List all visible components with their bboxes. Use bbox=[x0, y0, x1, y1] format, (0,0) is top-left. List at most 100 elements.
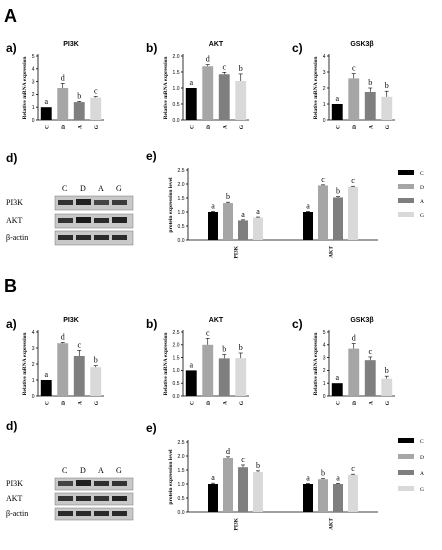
blot-lane-label: G bbox=[116, 466, 122, 475]
x-tick-label: A bbox=[222, 401, 228, 405]
y-tick-label: 3 bbox=[323, 70, 326, 76]
bar bbox=[318, 479, 328, 512]
bar bbox=[235, 80, 247, 120]
bar bbox=[202, 344, 214, 396]
bar bbox=[331, 383, 343, 396]
chart-title: AKT bbox=[209, 41, 224, 48]
blot-band bbox=[58, 496, 73, 501]
x-tick-label: D bbox=[352, 125, 358, 129]
x-tick-label: AKT bbox=[329, 246, 335, 258]
chart-a-akt-mrna: 0.0 0.5 1.0 1.5 2.0 Relative mRNA expression A… bbox=[163, 41, 249, 129]
significance-letter: b bbox=[368, 78, 372, 87]
x-tick-label: D bbox=[61, 125, 67, 129]
x-tick-label: PI3K bbox=[234, 517, 240, 530]
x-tick-label: C bbox=[335, 401, 341, 405]
legend-label: D bbox=[420, 185, 424, 191]
significance-letter: a bbox=[189, 360, 193, 369]
x-tick-label: A bbox=[368, 401, 374, 405]
bar bbox=[90, 97, 102, 120]
y-tick-label: 2.5 bbox=[178, 168, 185, 174]
y-tick-label: 1 bbox=[32, 105, 35, 111]
blot-band bbox=[76, 235, 91, 240]
blot-lane-label: D bbox=[80, 466, 86, 475]
y-tick-label: 4 bbox=[32, 330, 35, 336]
y-tick-label: 0.0 bbox=[173, 118, 180, 124]
blot-protein-label: AKT bbox=[6, 494, 23, 503]
legend-swatch bbox=[398, 170, 414, 175]
y-tick-label: 4 bbox=[323, 343, 326, 349]
panel-label-a-c: c) bbox=[292, 41, 303, 55]
legend-label: G bbox=[420, 487, 424, 493]
x-tick-label: D bbox=[61, 401, 67, 405]
significance-letter: a bbox=[241, 210, 245, 219]
blot-band bbox=[94, 496, 109, 501]
significance-letter: b bbox=[239, 343, 243, 352]
legend-label: C bbox=[420, 439, 424, 445]
significance-letter: b bbox=[94, 356, 98, 365]
y-tick-label: 1.5 bbox=[173, 355, 180, 361]
y-tick-label: 1 bbox=[32, 378, 35, 384]
y-tick-label: 1.5 bbox=[178, 196, 185, 202]
bar bbox=[235, 358, 247, 396]
x-tick-label: G bbox=[239, 400, 245, 405]
bar bbox=[40, 380, 52, 396]
blot-band bbox=[112, 496, 127, 501]
y-tick-label: 2.0 bbox=[173, 343, 180, 349]
bar bbox=[185, 370, 197, 396]
y-tick-label: 3 bbox=[32, 346, 35, 352]
y-axis-label: Relative mRNA expression bbox=[313, 333, 319, 396]
y-tick-label: 0.5 bbox=[173, 102, 180, 108]
significance-letter: a bbox=[44, 97, 48, 106]
x-tick-label: C bbox=[189, 401, 195, 405]
panel-label-a-e: e) bbox=[146, 149, 157, 163]
y-tick-label: 2 bbox=[323, 368, 326, 374]
y-tick-label: 0 bbox=[323, 118, 326, 124]
bar bbox=[40, 107, 52, 120]
blot-band bbox=[76, 480, 91, 486]
y-tick-label: 3 bbox=[323, 355, 326, 361]
significance-letter: c bbox=[368, 347, 372, 356]
chart-title: GSK3β bbox=[350, 41, 374, 48]
significance-letter: d bbox=[206, 55, 210, 64]
bar bbox=[73, 356, 85, 396]
blot-band bbox=[76, 217, 91, 223]
significance-letter: c bbox=[321, 175, 325, 184]
significance-letter: a bbox=[211, 473, 215, 482]
bar bbox=[238, 467, 248, 512]
bar bbox=[202, 66, 214, 120]
x-tick-label: G bbox=[385, 400, 391, 405]
blot-lane-label: G bbox=[116, 184, 122, 193]
y-tick-label: 0.0 bbox=[178, 510, 185, 516]
significance-letter: b bbox=[385, 81, 389, 90]
x-tick-label: C bbox=[335, 125, 341, 129]
panel-label-b-d: d) bbox=[6, 419, 17, 433]
western-blot-b: C D A G PI3K AKT β-actin bbox=[6, 466, 134, 521]
y-tick-label: 2.5 bbox=[173, 330, 180, 336]
bar bbox=[218, 74, 230, 120]
bar bbox=[223, 203, 233, 240]
significance-letter: c bbox=[351, 176, 355, 185]
legend-swatch bbox=[398, 212, 414, 217]
y-tick-label: 0.0 bbox=[178, 238, 185, 244]
significance-letter: a bbox=[256, 207, 260, 216]
chart-a-protein: 0.0 0.5 1.0 1.5 2.0 2.5 protein expression lev… bbox=[168, 168, 378, 259]
bar bbox=[333, 484, 343, 512]
significance-letter: b bbox=[385, 366, 389, 375]
x-tick-label: G bbox=[94, 124, 100, 129]
significance-letter: b bbox=[256, 461, 260, 470]
bar bbox=[208, 484, 218, 512]
panel-label-b-e: e) bbox=[146, 421, 157, 435]
blot-band bbox=[76, 199, 91, 205]
blot-lane-label: A bbox=[98, 184, 104, 193]
significance-letter: a bbox=[306, 473, 310, 482]
y-tick-label: 2.0 bbox=[173, 54, 180, 60]
bar bbox=[208, 212, 218, 240]
significance-letter: d bbox=[61, 74, 65, 83]
significance-letter: b bbox=[321, 469, 325, 478]
y-tick-label: 0.5 bbox=[178, 496, 185, 502]
y-axis-label: Relative mRNA expression bbox=[22, 333, 28, 396]
significance-letter: b bbox=[336, 187, 340, 196]
significance-letter: b bbox=[222, 345, 226, 354]
significance-letter: c bbox=[77, 340, 81, 349]
